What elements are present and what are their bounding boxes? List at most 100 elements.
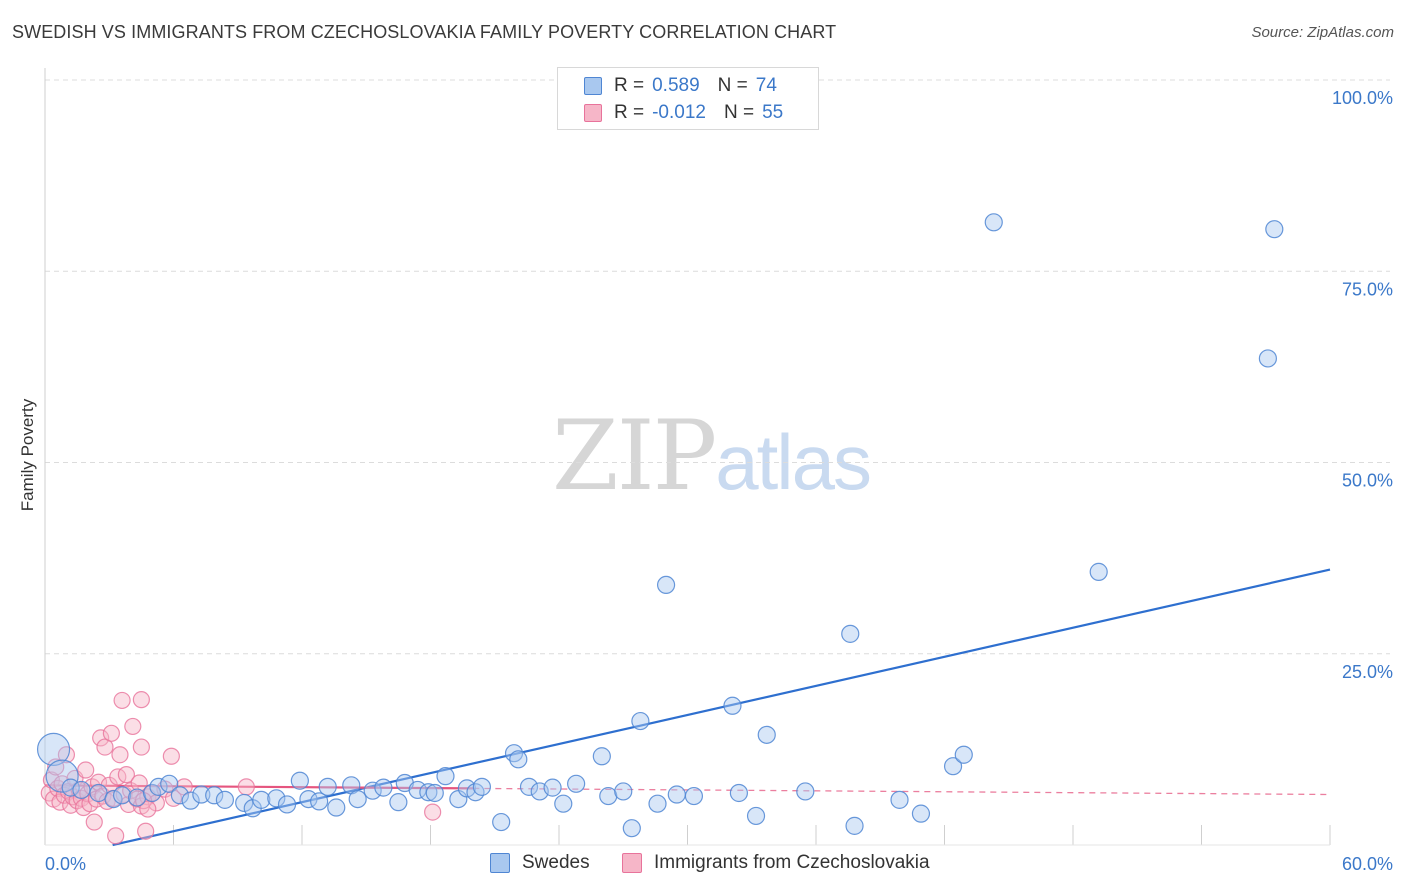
series-legend: Swedes Immigrants from Czechoslovakia [0,852,1406,878]
swedes-point [729,783,749,803]
swedes-point [723,696,742,715]
swedes-point [36,732,71,766]
swedes-point [72,780,91,800]
czech-point [130,774,148,792]
czech-point [102,724,120,742]
x-tick-label: 0.0% [45,854,86,874]
swedes-point [425,783,444,803]
czech-point [77,761,95,779]
grid-lines [45,79,1390,655]
swedes-point [408,780,427,800]
swedes-legend-label: Swedes [522,852,590,873]
czech-point [89,773,108,791]
swedes-point [299,789,318,809]
czech-point [111,746,129,764]
swedes-point [911,804,931,823]
swedes-trend-segment [112,568,1331,847]
czech-legend-swatch [622,853,642,873]
r-value: 0.589 [652,75,700,96]
r-label: R = [614,75,645,96]
swedes-point [554,794,573,813]
swedes-point [104,789,123,809]
y-tick-label: 75.0% [1342,279,1393,299]
r-value: -0.012 [652,102,706,123]
y-tick-label: 100.0% [1332,88,1393,108]
swedes-point [457,779,477,798]
czech-points [40,691,442,845]
swedes-point [149,777,168,796]
swedes-point [348,789,367,809]
swedes-point [599,786,618,806]
legend-item-czech[interactable]: Immigrants from Czechoslovakia [622,852,930,874]
swedes-point [631,711,650,731]
swedes-point [310,792,329,811]
legend-row-swedes: R = 0.589 N = 74 [584,74,777,98]
x-tick-label: 60.0% [1342,854,1393,874]
swedes-point [757,725,776,744]
swedes-point [170,786,190,805]
swedes-point [436,767,455,786]
y-tick-label: 25.0% [1342,662,1393,682]
swedes-point [746,806,766,826]
swedes-point [684,786,704,806]
swedes-point [841,624,860,643]
swedes-point [1265,220,1284,239]
swedes-legend-swatch [490,853,510,873]
swedes-point [622,819,641,838]
legend-item-swedes[interactable]: Swedes [490,852,590,874]
swedes-point [290,771,309,790]
chart-title: SWEDISH VS IMMIGRANTS FROM CZECHOSLOVAKI… [12,22,837,42]
swedes-point [160,774,179,793]
swedes-point [181,791,200,810]
y-tick-label: 50.0% [1342,471,1393,491]
swedes-point [954,745,973,764]
correlation-legend: R = 0.589 N = 74 R = -0.012 N = 55 [557,67,819,130]
swedes-point [667,785,686,804]
swedes-point [567,774,586,793]
n-value: 55 [762,102,784,123]
swedes-point [318,777,337,796]
swedes-point [543,778,562,797]
czech-point [132,738,150,756]
swedes-point [389,793,408,812]
r-label: R = [614,102,645,123]
czech-trend-line [44,784,1331,796]
swedes-point [509,750,528,769]
watermark-zip: ZIP [552,400,717,512]
tick-labels: 25.0% 50.0% 75.0% 100.0% 0.0% 60.0% [45,88,1393,874]
czech-point [113,691,131,710]
czech-point [57,746,76,764]
axes [44,68,1331,846]
n-label: N = [723,102,755,123]
swedes-point [45,759,79,793]
swedes-point [592,747,611,766]
swedes-point [267,789,286,808]
czech-point [117,766,135,784]
czech-point [47,758,65,776]
swedes-point [61,778,80,797]
source-credit: Source: ZipAtlas.com [1251,24,1394,41]
swedes-point [492,812,511,832]
swedes-point [363,781,382,800]
czech-point [162,747,180,765]
swedes-points [36,213,1284,838]
swedes-point [519,777,539,796]
swedes-point [327,798,346,817]
czech-point [96,738,114,756]
swedes-point [943,757,963,776]
watermark: ZIPatlas [552,400,872,512]
swedes-point [252,790,271,809]
czech-point [92,729,110,747]
swedes-point [472,777,491,796]
swedes-point [984,213,1003,232]
swedes-point [1258,349,1277,368]
legend-row-czech: R = -0.012 N = 55 [584,101,783,125]
n-label: N = [717,75,748,96]
swedes-point [648,794,667,813]
swedes-point [192,785,211,804]
swedes-swatch [584,77,602,95]
czech-point [137,822,155,840]
czech-point [139,800,157,818]
czech-trend-solid [44,784,474,790]
